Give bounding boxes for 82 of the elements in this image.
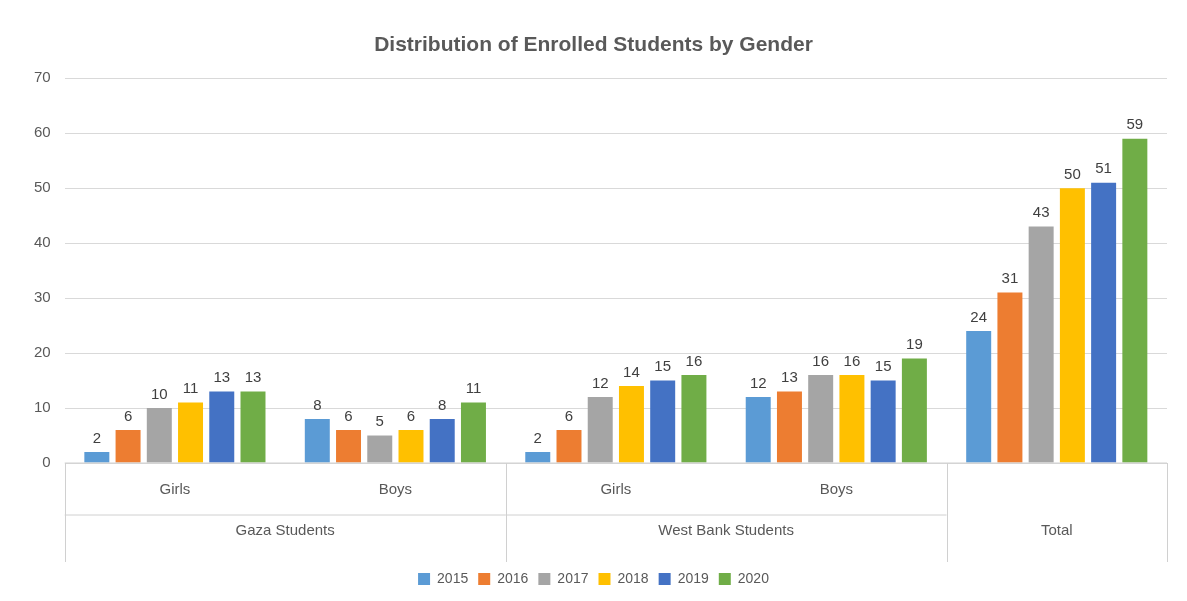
data-label: 15 [874, 357, 892, 375]
data-label: 2 [533, 428, 542, 446]
data-label: 19 [906, 335, 923, 353]
bar [997, 292, 1023, 463]
bar [429, 419, 455, 463]
bar [1059, 188, 1085, 463]
bar [525, 452, 551, 463]
chart-title: Distribution of Enrolled Students by Gender [374, 32, 813, 56]
data-label: 6 [344, 406, 353, 424]
data-label: 31 [1001, 269, 1019, 287]
data-label: 14 [623, 362, 640, 380]
bar [808, 375, 834, 463]
data-label: 15 [654, 357, 672, 375]
y-tick-label: 0 [42, 453, 51, 471]
bar [966, 331, 992, 463]
data-label: 10 [150, 384, 168, 402]
data-label: 43 [1032, 203, 1050, 221]
bar [115, 430, 141, 463]
bar [84, 452, 110, 463]
y-tick-label: 10 [34, 398, 51, 416]
legend-label: 2018 [617, 569, 649, 586]
data-label: 59 [1126, 115, 1144, 133]
bar [776, 391, 802, 463]
legend-label: 2020 [737, 569, 770, 586]
data-label: 50 [1064, 164, 1081, 182]
bar [839, 375, 865, 463]
bar [1028, 226, 1054, 463]
bar [745, 397, 771, 463]
data-label: 24 [970, 307, 988, 325]
x-tick-label: Girls [600, 480, 632, 498]
data-label: 11 [465, 379, 482, 397]
bar [209, 391, 235, 463]
data-label: 8 [313, 395, 322, 413]
bar [146, 408, 172, 463]
data-label: 5 [375, 412, 384, 430]
data-label: 12 [591, 373, 609, 391]
legend-label: 2016 [497, 569, 529, 586]
data-label: 12 [749, 373, 767, 391]
data-label: 8 [438, 395, 447, 413]
x-tick-label: Boys [819, 480, 853, 498]
data-label: 13 [244, 368, 262, 386]
bar [1122, 138, 1148, 463]
bar [650, 380, 676, 463]
y-tick-label: 30 [34, 288, 51, 306]
data-label: 11 [182, 379, 199, 397]
bar [870, 380, 896, 463]
legend-label: 2017 [557, 569, 589, 586]
y-tick-label: 20 [34, 343, 51, 361]
data-label: 51 [1095, 159, 1112, 177]
bar [240, 391, 266, 463]
data-label: 2 [92, 428, 102, 446]
y-tick-label: 40 [34, 233, 51, 251]
bar [681, 375, 707, 463]
y-tick-label: 60 [34, 123, 51, 141]
data-label: 13 [213, 368, 231, 386]
data-label: 6 [564, 406, 574, 424]
data-label: 13 [781, 368, 798, 386]
y-tick-label: 50 [34, 178, 51, 196]
data-label: 16 [843, 351, 861, 369]
x-tick-label: Girls [159, 480, 191, 498]
bar [398, 430, 424, 463]
text: West Bank Students [658, 521, 794, 539]
bar [587, 397, 613, 463]
y-tick-label: 70 [34, 68, 51, 86]
legend-label: 2019 [677, 569, 709, 586]
data-label: 6 [406, 406, 416, 424]
legend-label: 2015 [437, 569, 469, 586]
bar [1091, 182, 1117, 463]
text: Total [1040, 521, 1073, 539]
bar [304, 419, 330, 463]
bar [367, 435, 393, 463]
x-tick-label: Boys [378, 480, 413, 498]
data-label: 16 [812, 351, 830, 369]
bar [460, 402, 486, 463]
data-label: 6 [123, 406, 133, 424]
bar [178, 402, 204, 463]
bar [336, 430, 362, 463]
bar [556, 430, 582, 463]
bar [618, 386, 644, 463]
bar [901, 358, 927, 463]
text: Gaza Students [235, 521, 335, 539]
data-label: 16 [685, 351, 703, 369]
